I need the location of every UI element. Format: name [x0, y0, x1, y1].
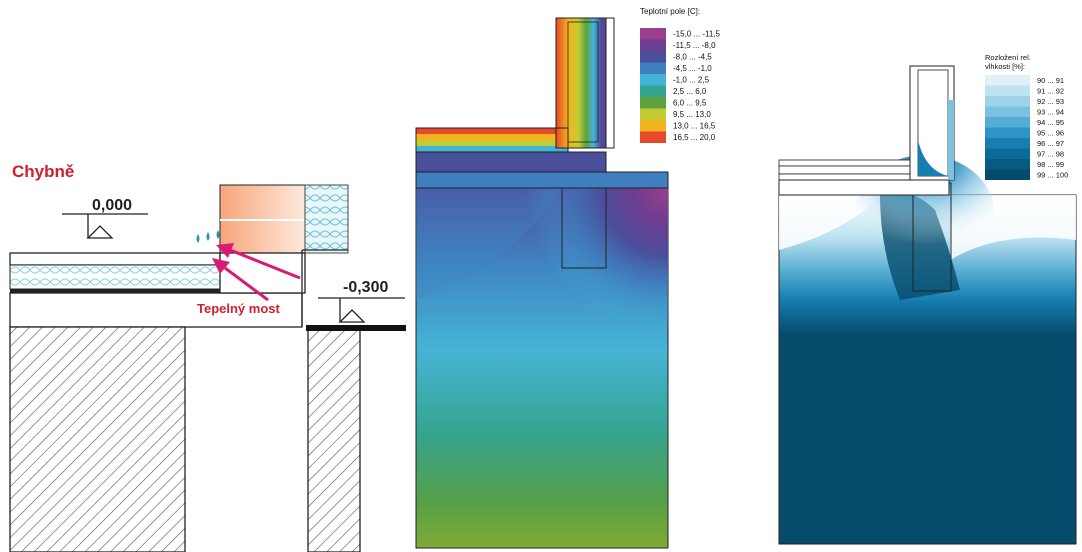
legend-label: 16,5 ... 20,0	[673, 133, 716, 142]
humidity-legend-title-2: vlhkosti [%]:	[985, 62, 1025, 71]
legend-label: 9,5 ... 13,0	[673, 110, 711, 119]
legend-swatch	[985, 96, 1030, 107]
floor-finish-layer	[9, 252, 221, 266]
legend-label: -8,0 ... -4,5	[673, 53, 712, 62]
waterproofing-layer	[10, 289, 222, 293]
legend-label: 13,0 ... 16,5	[673, 122, 716, 131]
legend-label: -1,0 ... 2,5	[673, 76, 710, 85]
humidity-legend-title-1: Rozložení rel.	[985, 53, 1031, 62]
level-lower-label: -0,300	[343, 279, 388, 296]
legend-label: 95 ... 96	[1037, 128, 1064, 137]
legend-label: 94 ... 95	[1037, 118, 1064, 127]
legend-swatch	[985, 106, 1030, 117]
legend-swatch	[640, 131, 666, 143]
legend-label: 2,5 ... 6,0	[673, 87, 707, 96]
legend-label: -15,0 ... -11,5	[673, 30, 721, 39]
level-marker-upper: 0,000	[62, 197, 148, 239]
legend-swatch	[985, 159, 1030, 170]
thermal-bridge-label: Tepelný most	[197, 301, 281, 316]
legend-swatch	[640, 85, 666, 97]
floor-slab	[9, 292, 303, 328]
legend-label: -11,5 ... -8,0	[673, 41, 716, 50]
legend-label: 97 ... 98	[1037, 149, 1064, 158]
construction-detail-panel: Chybně 0,000	[9, 162, 406, 552]
legend-swatch	[985, 75, 1030, 86]
legend-label: 91 ... 92	[1037, 86, 1064, 95]
legend-label: 6,0 ... 9,5	[673, 99, 707, 108]
legend-swatch	[640, 108, 666, 120]
thermal-bridge-arrows	[212, 243, 301, 302]
foundation-left	[9, 326, 186, 552]
exterior-ground-line	[306, 325, 406, 331]
humidity-wall	[909, 65, 955, 181]
legend-label: 98 ... 99	[1037, 160, 1064, 169]
legend-swatch	[985, 85, 1030, 96]
temperature-legend: -15,0 ... -11,5 -11,5 ... -8,0 -8,0 ... -4…	[640, 28, 721, 143]
legend-swatch	[640, 97, 666, 109]
legend-label: 96 ... 97	[1037, 139, 1064, 148]
wall-insulation	[304, 184, 349, 254]
humidity-field-panel: Rozložení rel. vlhkosti [%]: 90 ... 9191…	[778, 53, 1077, 545]
legend-swatch	[985, 169, 1030, 180]
legend-swatch	[640, 120, 666, 132]
legend-label: -4,5 ... -1,0	[673, 64, 712, 73]
legend-swatch	[640, 39, 666, 51]
legend-swatch	[985, 127, 1030, 138]
legend-label: 99 ... 100	[1037, 170, 1068, 179]
level-upper-label: 0,000	[92, 197, 132, 214]
legend-swatch	[640, 74, 666, 86]
legend-label: 90 ... 91	[1037, 76, 1064, 85]
legend-swatch	[640, 51, 666, 63]
legend-swatch	[985, 148, 1030, 159]
legend-swatch	[985, 117, 1030, 128]
floor-insulation-layer	[9, 264, 221, 290]
water-drops-icon	[196, 230, 220, 243]
legend-label: 93 ... 94	[1037, 107, 1064, 116]
legend-swatch	[640, 62, 666, 74]
legend-swatch	[985, 138, 1030, 149]
temperature-field-panel: Teplotní pole [C]: -15,0 ... -11,5 -11,5 …	[415, 7, 721, 549]
temperature-legend-title: Teplotní pole [C]:	[640, 7, 700, 16]
level-marker-lower: -0,300	[318, 279, 405, 323]
legend-swatch	[640, 28, 666, 40]
foundation-right	[307, 329, 361, 552]
error-status-label: Chybně	[12, 162, 74, 181]
legend-label: 92 ... 93	[1037, 97, 1064, 106]
